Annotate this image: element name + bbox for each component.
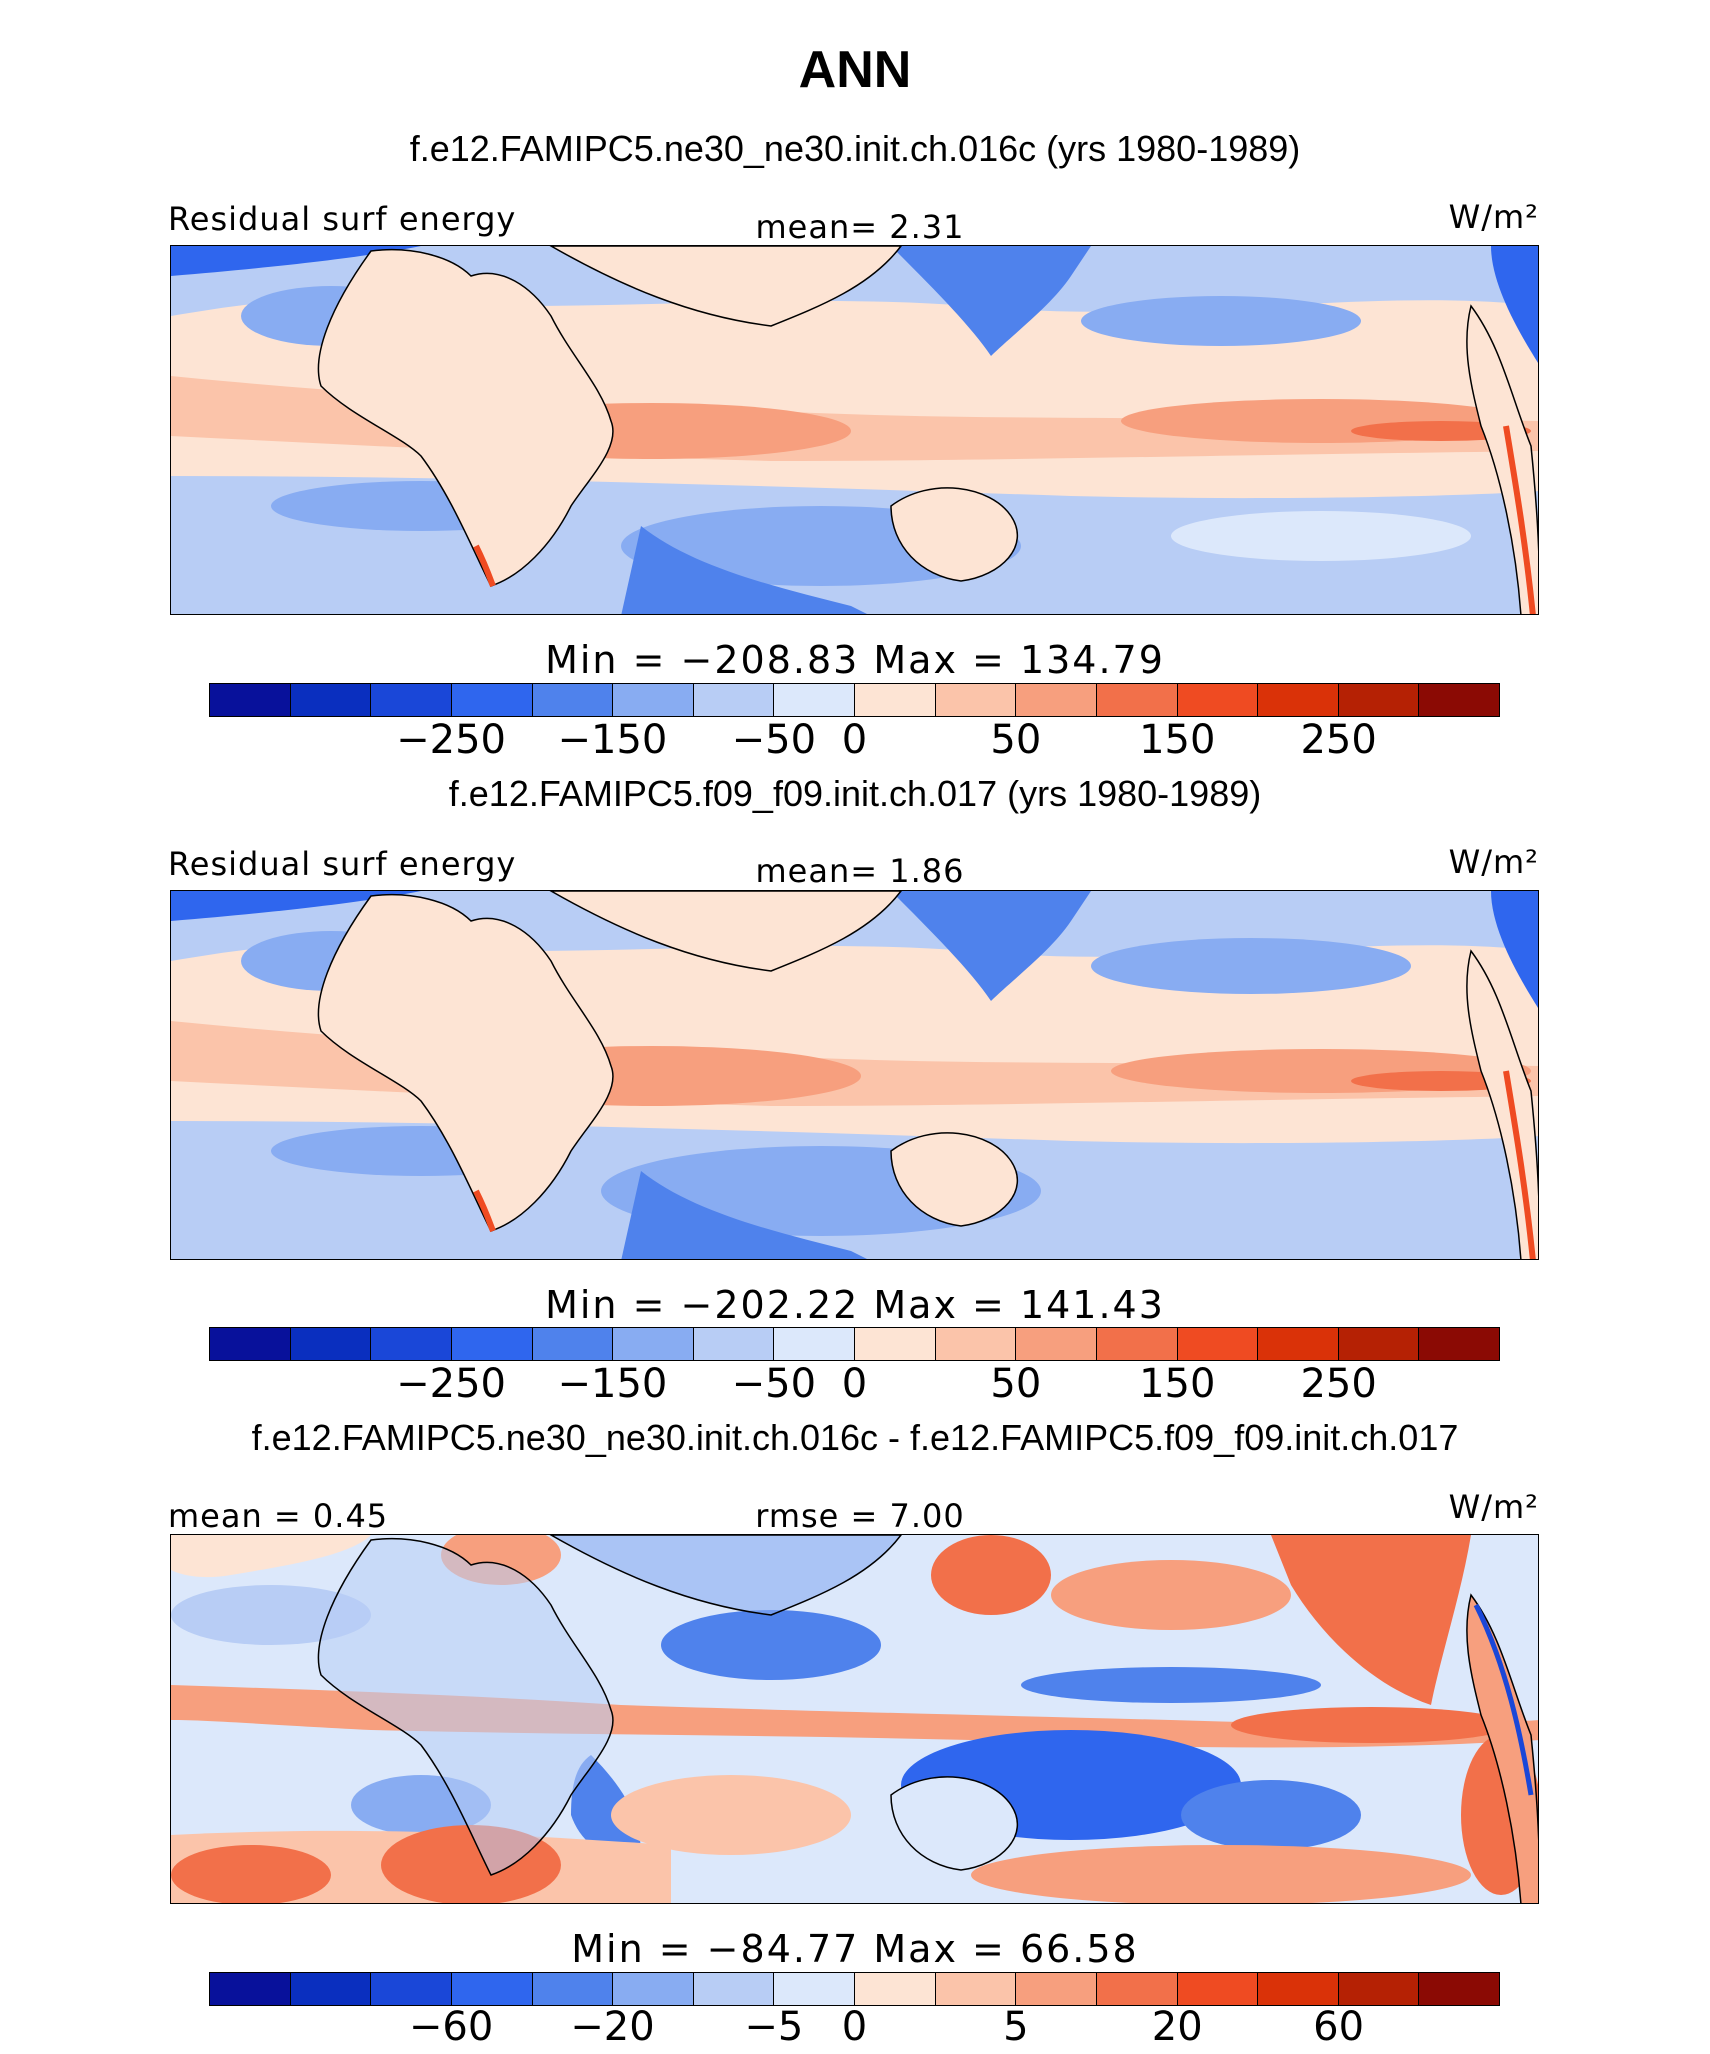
colorbar-box [855, 1973, 936, 2005]
colorbar-box [1016, 1328, 1097, 1360]
colorbar-box [1096, 684, 1178, 716]
panel-1-colorbar-ticks: −250 −150 −50 0 50 150 250 [209, 717, 1500, 767]
colorbar-box [935, 1328, 1017, 1360]
colorbar-box [1258, 1328, 1339, 1360]
colorbar-tick-label: −50 [731, 717, 817, 763]
colorbar-box [451, 684, 533, 716]
panel-1-mean-label: mean= 2.31 [755, 208, 965, 246]
colorbar-tick-label: −5 [744, 2004, 804, 2050]
colorbar-tick-label: −250 [396, 717, 506, 763]
colorbar-box [1177, 1328, 1259, 1360]
colorbar-tick-label: 250 [1300, 1361, 1377, 1407]
colorbar-tick-label: −20 [570, 2004, 655, 2050]
colorbar-tick-label: 5 [1003, 2004, 1029, 2050]
colorbar-box [1338, 1328, 1420, 1360]
colorbar-box [1419, 1328, 1499, 1360]
colorbar-box [210, 684, 291, 716]
colorbar-tick-label: 50 [990, 717, 1042, 763]
panel-2-colorbar [209, 1327, 1500, 1361]
panel-3-colorbar [209, 1972, 1500, 2006]
panel-1-units-label: W/m² [1448, 198, 1539, 236]
colorbar-box [210, 1328, 291, 1360]
colorbar-tick-label: 20 [1151, 2004, 1203, 2050]
colorbar-box [613, 1328, 694, 1360]
panel-3-map-svg [171, 1535, 1538, 1903]
panel-3-units-label: W/m² [1448, 1488, 1539, 1526]
colorbar-box [210, 1973, 291, 2005]
colorbar-box [613, 1973, 694, 2005]
colorbar-box [693, 1328, 775, 1360]
colorbar-tick-label: 150 [1139, 1361, 1216, 1407]
colorbar-box [371, 684, 452, 716]
colorbar-box [774, 1973, 855, 2005]
panel-2-case-title: f.e12.FAMIPC5.f09_f09.init.ch.017 (yrs 1… [448, 773, 1262, 814]
panel-3-mean-label: mean = 0.45 [168, 1497, 389, 1535]
panel-2-variable-label: Residual surf energy [168, 845, 517, 883]
colorbar-box [290, 1973, 372, 2005]
colorbar-box [1096, 1328, 1178, 1360]
colorbar-box [1419, 1973, 1499, 2005]
colorbar-box [693, 684, 775, 716]
figure-title: ANN [798, 41, 912, 99]
colorbar-box [290, 684, 372, 716]
colorbar-tick-label: 150 [1139, 717, 1216, 763]
colorbar-box [855, 684, 936, 716]
panel-2-colorbar-ticks: −250 −150 −50 0 50 150 250 [209, 1361, 1500, 1411]
colorbar-box [1177, 1973, 1259, 2005]
colorbar-box [855, 1328, 936, 1360]
colorbar-tick-label: −250 [396, 1361, 506, 1407]
colorbar-box [774, 684, 855, 716]
panel-3-stats: Min = −84.77 Max = 66.58 [571, 1927, 1139, 1971]
colorbar-box [774, 1328, 855, 1360]
colorbar-tick-label: 0 [841, 1361, 868, 1407]
panel-3-colorbar-ticks: −60 −20 −5 0 5 20 60 [209, 2004, 1500, 2054]
colorbar-box [371, 1973, 452, 2005]
colorbar-box [1419, 684, 1499, 716]
panel-2-map [170, 890, 1539, 1260]
colorbar-box [532, 1973, 614, 2005]
colorbar-tick-label: 60 [1313, 2004, 1365, 2050]
colorbar-box [1096, 1973, 1178, 2005]
colorbar-box [290, 1328, 372, 1360]
panel-2-stats: Min = −202.22 Max = 141.43 [545, 1283, 1165, 1327]
panel-2-map-svg [171, 891, 1538, 1259]
colorbar-box [1338, 1973, 1420, 2005]
colorbar-box [371, 1328, 452, 1360]
panel-3-map [170, 1534, 1539, 1904]
panel-1-variable-label: Residual surf energy [168, 200, 517, 238]
colorbar-box [1258, 684, 1339, 716]
colorbar-box [935, 684, 1017, 716]
colorbar-box [532, 1328, 614, 1360]
colorbar-tick-label: −50 [731, 1361, 817, 1407]
panel-1-map [170, 245, 1539, 615]
colorbar-tick-label: −150 [557, 717, 668, 763]
colorbar-tick-label: 0 [841, 717, 868, 763]
colorbar-tick-label: −150 [557, 1361, 668, 1407]
colorbar-box [451, 1328, 533, 1360]
panel-1-map-svg [171, 246, 1538, 614]
colorbar-box [532, 684, 614, 716]
panel-2-mean-label: mean= 1.86 [755, 852, 965, 890]
panel-1-case-title: f.e12.FAMIPC5.ne30_ne30.init.ch.016c (yr… [409, 128, 1301, 169]
colorbar-tick-label: 250 [1300, 717, 1377, 763]
panel-1-colorbar [209, 683, 1500, 717]
colorbar-tick-label: −60 [408, 2004, 494, 2050]
colorbar-box [693, 1973, 775, 2005]
colorbar-box [613, 684, 694, 716]
panel-3-case-title: f.e12.FAMIPC5.ne30_ne30.init.ch.016c - f… [251, 1417, 1459, 1458]
colorbar-box [935, 1973, 1017, 2005]
panel-1-stats: Min = −208.83 Max = 134.79 [545, 638, 1165, 682]
panel-2-units-label: W/m² [1448, 843, 1539, 881]
colorbar-box [1338, 684, 1420, 716]
colorbar-tick-label: 50 [990, 1361, 1042, 1407]
panel-3-rmse-label: rmse = 7.00 [755, 1497, 965, 1535]
colorbar-box [1258, 1973, 1339, 2005]
colorbar-box [1177, 684, 1259, 716]
colorbar-tick-label: 0 [841, 2004, 868, 2050]
colorbar-box [1016, 1973, 1097, 2005]
colorbar-box [451, 1973, 533, 2005]
colorbar-box [1016, 684, 1097, 716]
